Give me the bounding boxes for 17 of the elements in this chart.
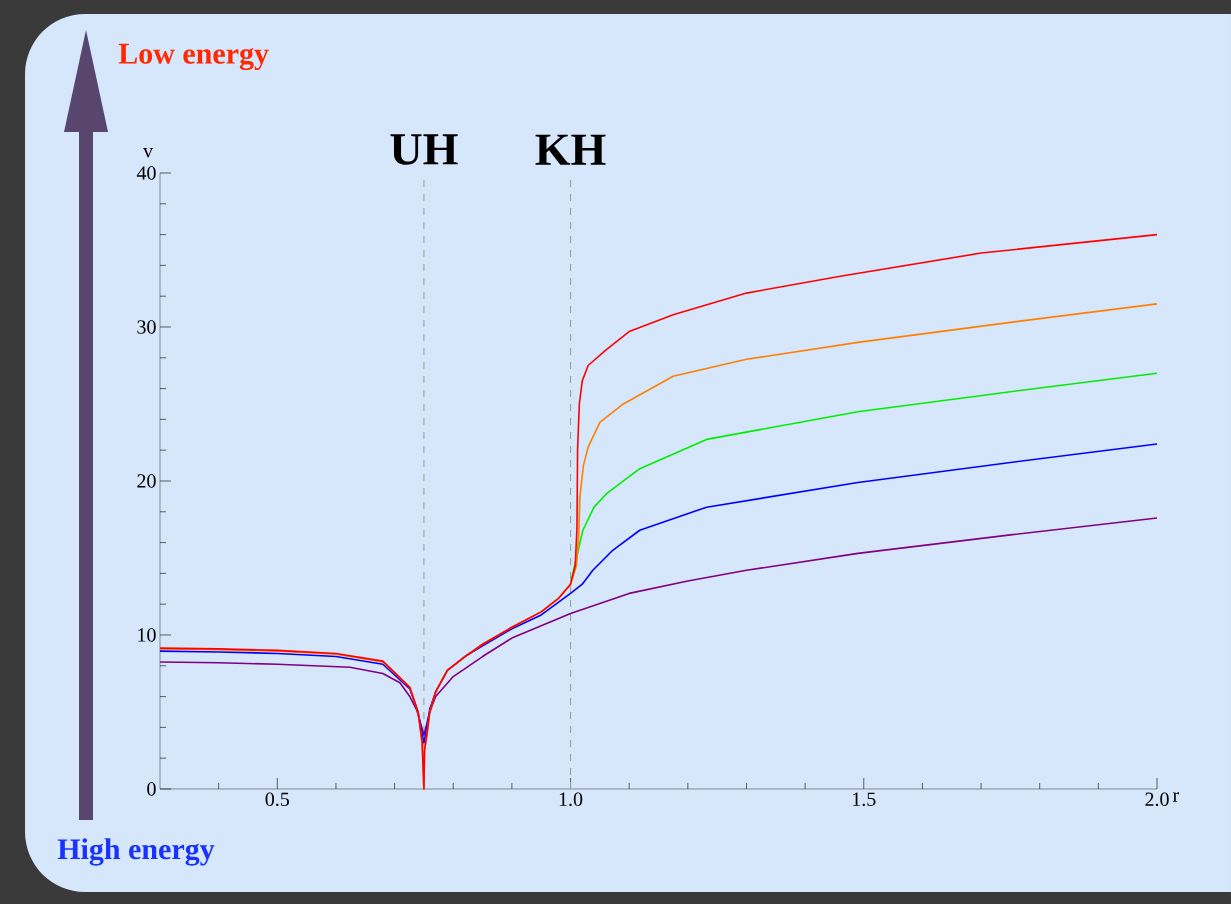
y-tick-label: 0 <box>147 782 156 796</box>
x-tick-label: 2.0 <box>1145 792 1169 807</box>
y-axis-title: v <box>143 148 154 158</box>
y-tick-label: 30 <box>137 320 156 334</box>
x-tick-label: 0.5 <box>265 792 290 807</box>
y-tick-label: 20 <box>137 474 156 488</box>
y-tick-label: 40 <box>136 166 156 180</box>
line-series <box>159 517 1158 736</box>
ref-line-label: UH <box>390 134 458 165</box>
ref-line-label: KH <box>535 134 606 165</box>
x-tick-label: 1.5 <box>853 792 876 806</box>
x-axis-title: r <box>1172 792 1180 802</box>
line-series <box>159 443 1158 744</box>
text: High energy <box>57 838 215 866</box>
x-tick-label: 1.0 <box>559 792 583 807</box>
y-tick-label: 10 <box>138 628 156 642</box>
text: Low energy <box>118 43 269 71</box>
